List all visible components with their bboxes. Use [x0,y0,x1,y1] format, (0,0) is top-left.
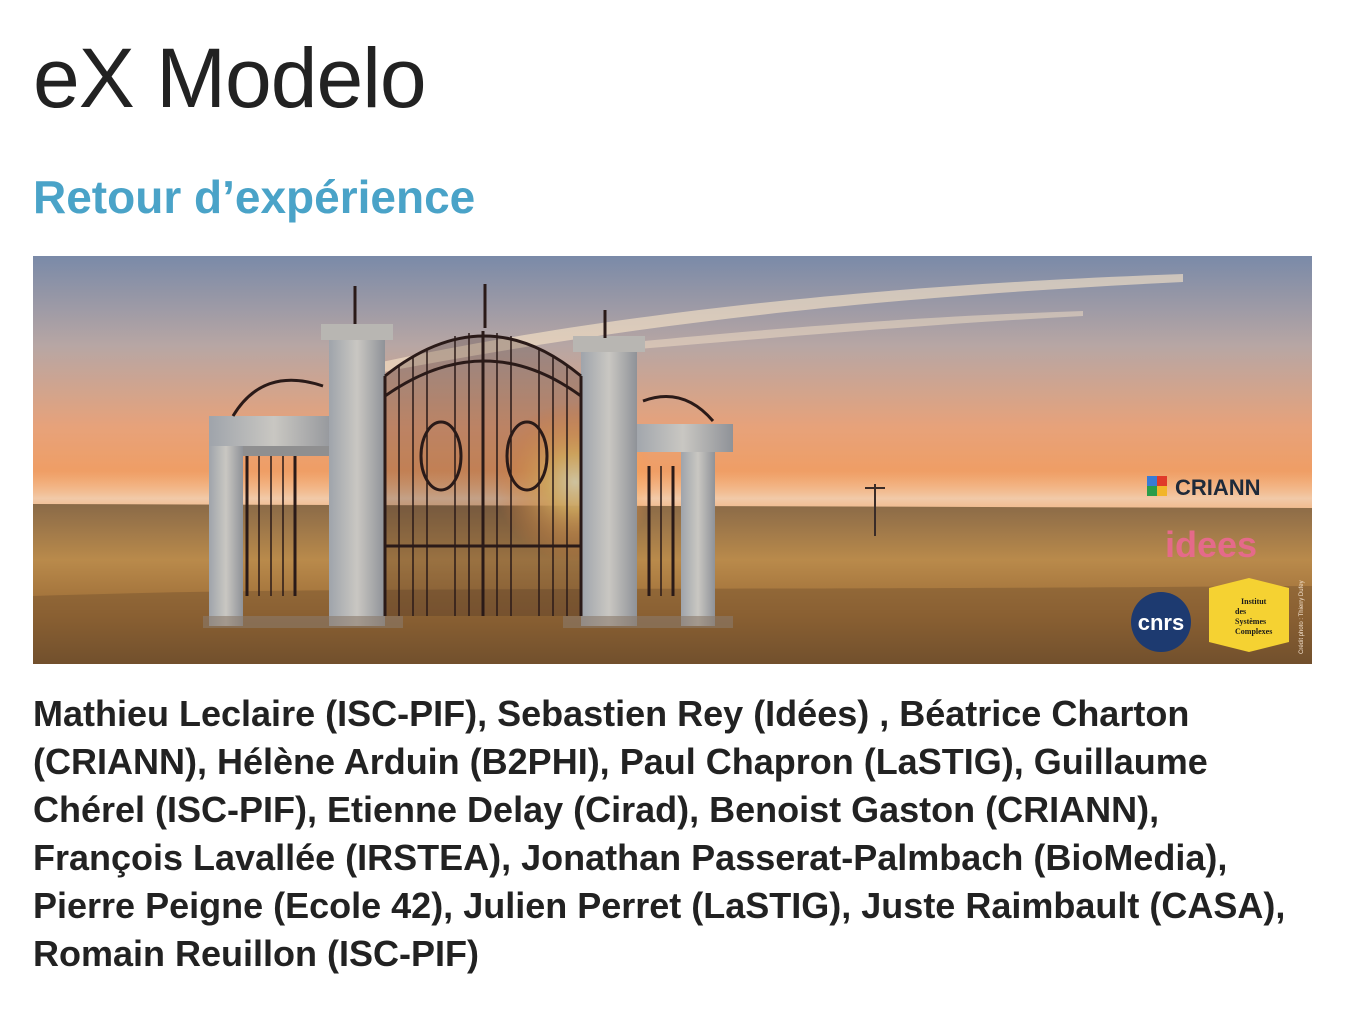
iscpif-logo-line-3: Systèmes [1235,617,1266,626]
cnrs-logo: cnrs [1131,592,1191,652]
photo-credit: Crédit photo : Thierry Dufey [1299,580,1305,654]
criann-logo-text: CRIANN [1175,475,1261,500]
gate-illustration [203,284,733,628]
iscpif-logo-line-1: Institut [1241,597,1267,606]
criann-logo: CRIANN [1147,475,1261,500]
iscpif-logo-line-4: Complexes [1235,627,1272,636]
iscpif-logo-line-2: des [1235,607,1246,616]
page-subtitle: Retour d’expérience [33,171,476,223]
cnrs-logo-text: cnrs [1138,610,1184,635]
banner-image: CRIANN idees cnrs Institut des Systèmes … [33,256,1312,664]
idees-logo: idees [1165,524,1257,565]
page-title: eX Modelo [33,31,427,125]
iscpif-logo: Institut des Systèmes Complexes [1209,578,1289,652]
authors-list: Mathieu Leclaire (ISC-PIF), Sebastien Re… [33,693,1286,974]
